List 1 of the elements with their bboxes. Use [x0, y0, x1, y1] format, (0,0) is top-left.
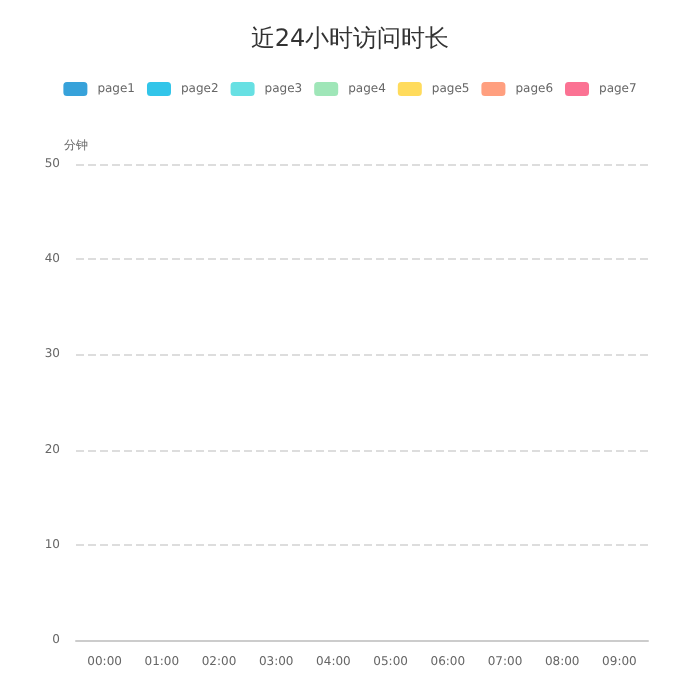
chart-title: 近24小时访问时长 [250, 24, 450, 52]
